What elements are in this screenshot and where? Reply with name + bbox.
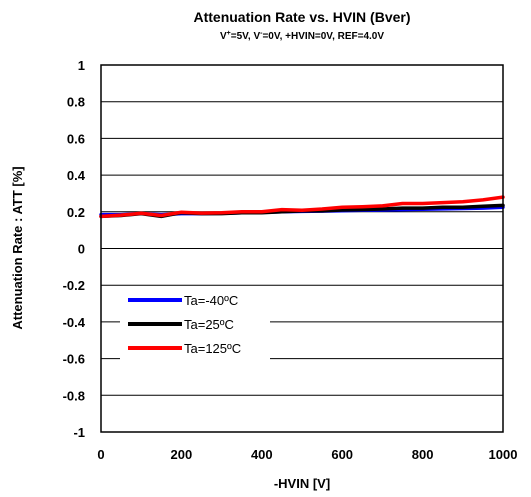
y-tick-label: 0 — [78, 242, 85, 257]
series-lines — [99, 195, 505, 219]
legend-label: Ta=125ºC — [184, 341, 241, 356]
x-tick-label: 200 — [171, 447, 193, 462]
x-tick-label: 800 — [412, 447, 434, 462]
series-line-3 — [99, 195, 505, 219]
x-tick-label: 600 — [331, 447, 353, 462]
y-tick-label: 0.4 — [67, 168, 86, 183]
y-tick-label: 1 — [78, 58, 85, 73]
legend: Ta=-40ºC Ta=25ºC Ta=125ºC — [120, 288, 270, 362]
chart-subtitle: V+=5V, V-=0V, +HVIN=0V, REF=4.0V — [220, 30, 384, 42]
y-tick-labels: 1 0.8 0.6 0.4 0.2 0 -0.2 -0.4 -0.6 -0.8 -1 — [63, 58, 86, 440]
x-axis-label: -HVIN [V] — [274, 476, 330, 491]
y-tick-label: -0.2 — [63, 278, 85, 293]
y-tick-label: -1 — [73, 425, 85, 440]
plot-area — [100, 64, 504, 433]
y-tick-label: -0.6 — [63, 352, 85, 367]
y-tick-label: -0.8 — [63, 388, 85, 403]
x-tick-label: 400 — [251, 447, 273, 462]
y-tick-label: 0.8 — [67, 95, 85, 110]
x-tick-label: 0 — [97, 447, 104, 462]
legend-label: Ta=-40ºC — [184, 293, 238, 308]
gridlines — [101, 64, 503, 433]
legend-label: Ta=25ºC — [184, 317, 234, 332]
x-tick-labels: 0 200 400 600 800 1000 — [97, 447, 517, 462]
x-tick-label: 1000 — [489, 447, 518, 462]
y-tick-label: 0.2 — [67, 205, 85, 220]
y-axis-label: Attenuation Rate : ATT [%] — [10, 166, 25, 329]
y-tick-label: 0.6 — [67, 131, 85, 146]
chart-title: Attenuation Rate vs. HVIN (Bver) — [193, 9, 410, 25]
y-tick-label: -0.4 — [63, 315, 86, 330]
